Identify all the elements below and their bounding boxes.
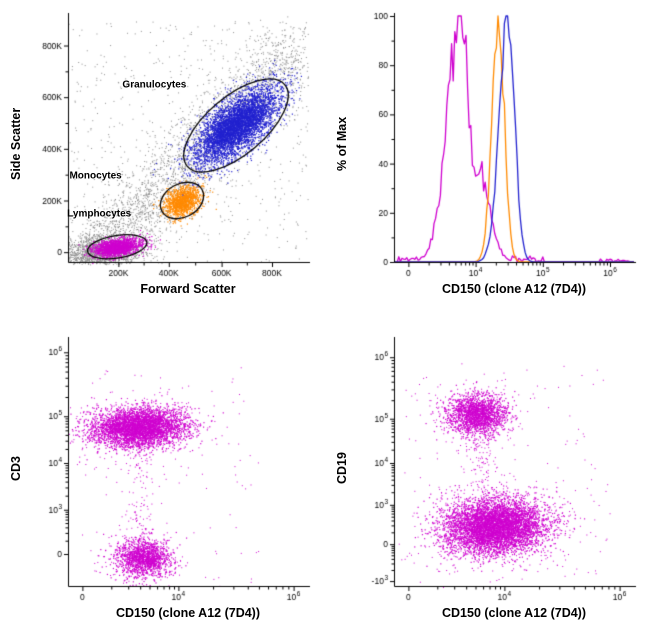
x-axis-title-cd150-cd19panel: CD150 (clone A12 (7D4))	[441, 606, 587, 620]
cd3-vs-cd150-dotplot-canvas	[28, 332, 316, 604]
x-axis-title-cd150-cd3panel: CD150 (clone A12 (7D4))	[115, 606, 261, 620]
panel-cd150-histogram: % of Max CD150 (clone A12 (7D4))	[332, 6, 644, 308]
population-label-lymphocytes: Lymphocytes	[67, 208, 132, 220]
panel-cd3-vs-cd150: CD3 CD150 (clone A12 (7D4))	[6, 330, 318, 632]
y-axis-title-cd3: CD3	[9, 455, 23, 481]
panel-fsc-ssc: Side Scatter Forward Scatter Granulocyte…	[6, 6, 318, 308]
y-axis-title-cd19: CD19	[335, 452, 349, 484]
y-axis-title-side-scatter: Side Scatter	[9, 107, 23, 181]
y-axis-title-percent-of-max: % of Max	[335, 116, 349, 172]
population-label-granulocytes: Granulocytes	[122, 79, 187, 91]
cd19-vs-cd150-dotplot-canvas	[354, 332, 642, 604]
x-axis-title-cd150-histogram: CD150 (clone A12 (7D4))	[441, 282, 587, 296]
cd150-histogram-canvas	[354, 8, 642, 280]
x-axis-title-forward-scatter: Forward Scatter	[140, 282, 236, 296]
fsc-ssc-dotplot-canvas	[28, 8, 316, 280]
population-label-monocytes: Monocytes	[69, 170, 122, 182]
panel-cd19-vs-cd150: CD19 CD150 (clone A12 (7D4))	[332, 330, 644, 632]
